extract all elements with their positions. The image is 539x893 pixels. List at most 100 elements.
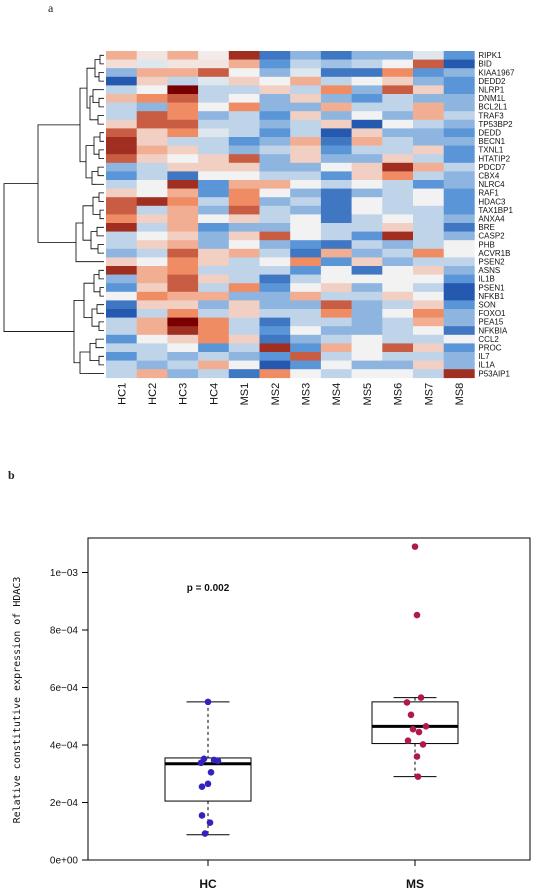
dendrogram-branch bbox=[99, 54, 104, 65]
heatmap-cell bbox=[259, 197, 291, 207]
heatmap-cell bbox=[228, 119, 260, 129]
heatmap-cell bbox=[290, 300, 322, 310]
heatmap-cell bbox=[351, 197, 383, 207]
heatmap-cell bbox=[106, 59, 137, 69]
heatmap-cell bbox=[167, 257, 199, 267]
heatmap-cell bbox=[259, 360, 291, 370]
heatmap-cell bbox=[290, 154, 322, 164]
heatmap-cell bbox=[198, 59, 230, 69]
heatmap-cell bbox=[413, 300, 444, 310]
heatmap-cell bbox=[228, 68, 260, 78]
heatmap-cell bbox=[413, 231, 444, 241]
heatmap-cell bbox=[351, 326, 383, 336]
heatmap-cell bbox=[167, 111, 199, 121]
heatmap-cell bbox=[106, 231, 137, 241]
heatmap-cell bbox=[259, 154, 291, 164]
heatmap-cell bbox=[320, 85, 352, 95]
heatmap-cell bbox=[136, 257, 168, 267]
dendrogram-branch bbox=[98, 321, 104, 331]
heatmap-cell bbox=[443, 326, 475, 336]
heatmap-cell bbox=[167, 76, 199, 86]
gene-label: IL7 bbox=[478, 352, 490, 361]
data-point bbox=[198, 812, 206, 819]
y-axis: 0e+00 2e−04 4e−04 6e−04 8e−04 1e−03 bbox=[50, 568, 89, 867]
heatmap-cell bbox=[259, 111, 291, 121]
heatmap-cell bbox=[167, 188, 199, 198]
heatmap-cell bbox=[167, 94, 199, 103]
heatmap-cell bbox=[382, 352, 414, 361]
heatmap-cell bbox=[351, 102, 383, 112]
heatmap-cell bbox=[382, 257, 414, 267]
heatmap-cell bbox=[228, 360, 260, 370]
heatmap-cell bbox=[106, 257, 137, 267]
gene-label: PHB bbox=[478, 240, 494, 249]
dendrogram-branch bbox=[86, 67, 95, 109]
heatmap-cell bbox=[106, 51, 137, 60]
heatmap-cell bbox=[290, 369, 322, 379]
heatmap-cell bbox=[106, 214, 137, 224]
heatmap-cell bbox=[136, 214, 168, 224]
heatmap-cell bbox=[413, 162, 444, 172]
heatmap-cell bbox=[198, 188, 230, 198]
heatmap-cell bbox=[167, 59, 199, 69]
heatmap-cell bbox=[167, 128, 199, 138]
heatmap-cell bbox=[198, 94, 230, 103]
heatmap-cell bbox=[228, 111, 260, 121]
heatmap-cell bbox=[167, 119, 199, 129]
heatmap-cell bbox=[228, 76, 260, 86]
dendrogram-branch bbox=[99, 287, 104, 297]
heatmap-cell bbox=[382, 94, 414, 103]
heatmap-cell bbox=[443, 334, 475, 344]
heatmap-cell bbox=[136, 102, 168, 112]
gene-label: SON bbox=[478, 301, 496, 310]
heatmap-cell bbox=[259, 231, 291, 241]
heatmap-cell bbox=[290, 94, 322, 103]
heatmap-cell bbox=[167, 162, 199, 172]
heatmap-cell bbox=[167, 317, 199, 327]
heatmap-cell bbox=[320, 94, 352, 103]
heatmap-cell bbox=[413, 145, 444, 155]
heatmap-cell bbox=[228, 248, 260, 258]
heatmap-cell bbox=[198, 111, 230, 121]
heatmap-cell bbox=[443, 180, 475, 189]
heatmap-cell bbox=[167, 51, 199, 60]
heatmap-cell bbox=[198, 300, 230, 310]
heatmap-cell bbox=[351, 162, 383, 172]
heatmap-cell bbox=[320, 309, 352, 318]
gene-label: DNM1L bbox=[478, 94, 506, 103]
heatmap-cell bbox=[259, 369, 291, 379]
heatmap-cell bbox=[198, 369, 230, 379]
heatmap-cell bbox=[290, 291, 322, 301]
heatmap-cell bbox=[228, 326, 260, 336]
heatmap-cell bbox=[259, 128, 291, 138]
heatmap-cell bbox=[167, 369, 199, 379]
gene-label: NLRP1 bbox=[478, 86, 504, 95]
heatmap-cell bbox=[320, 248, 352, 258]
heatmap-cell bbox=[382, 360, 414, 370]
heatmap-cell bbox=[320, 334, 352, 344]
heatmap-cell bbox=[320, 352, 352, 361]
heatmap-cell bbox=[382, 343, 414, 353]
heatmap-cell bbox=[320, 197, 352, 207]
heatmap-cell bbox=[136, 283, 168, 293]
heatmap-cell bbox=[136, 128, 168, 138]
heatmap-cell bbox=[106, 145, 137, 155]
dendrogram-branch bbox=[98, 149, 104, 159]
heatmap-cell bbox=[259, 248, 291, 258]
heatmap-cell bbox=[136, 343, 168, 353]
heatmap-cell bbox=[320, 274, 352, 284]
heatmap-cell bbox=[198, 171, 230, 181]
heatmap-cell bbox=[320, 102, 352, 112]
heatmap-cell bbox=[382, 231, 414, 241]
heatmap-cell bbox=[106, 154, 137, 164]
heatmap-cell bbox=[167, 266, 199, 275]
dendrogram-branch bbox=[85, 145, 94, 179]
dendrogram-branch bbox=[3, 183, 74, 332]
heatmap-cell bbox=[106, 317, 137, 327]
x-tick-label: HC bbox=[199, 877, 217, 891]
heatmap-cell bbox=[320, 360, 352, 370]
heatmap-cell bbox=[382, 137, 414, 146]
heatmap-cell bbox=[443, 68, 475, 78]
gene-label: NFKBIA bbox=[478, 326, 508, 335]
heatmap-cell bbox=[136, 266, 168, 275]
